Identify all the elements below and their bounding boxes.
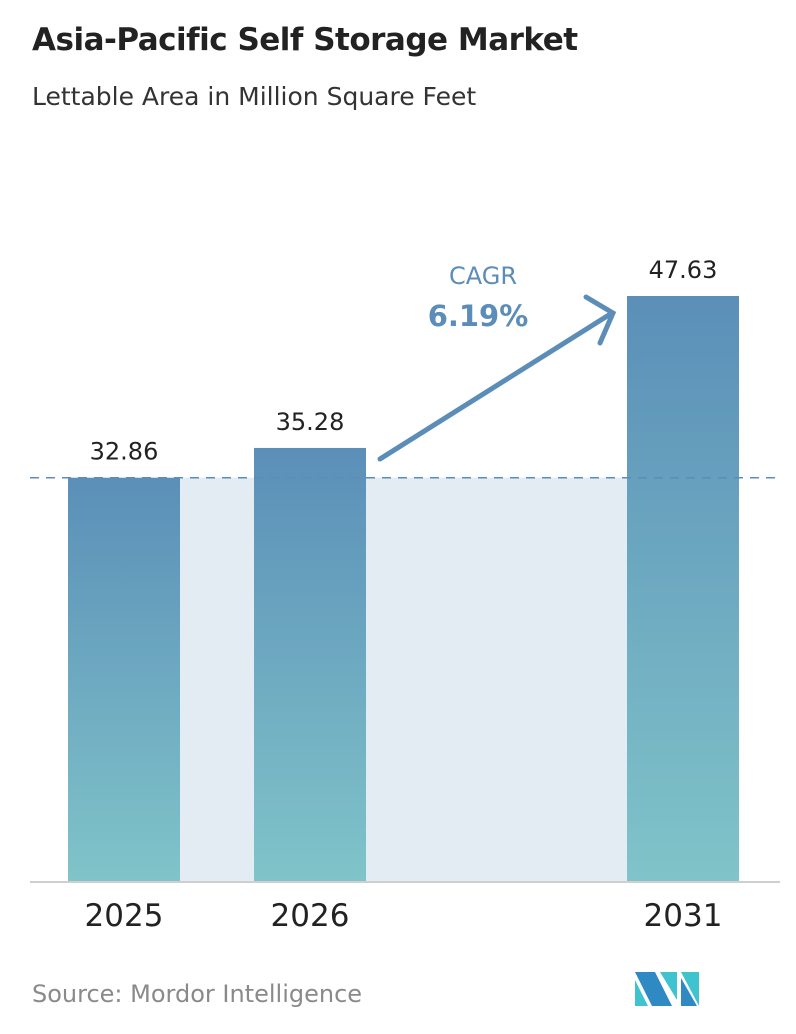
cagr-arrow	[377, 294, 617, 462]
baseline-shade	[180, 477, 627, 882]
x-tick-label-2025: 2025	[85, 898, 164, 934]
bar-2031	[627, 296, 739, 882]
value-label-2025: 32.86	[90, 438, 159, 466]
x-tick-label-2026: 2026	[271, 898, 350, 934]
chart-subtitle: Lettable Area in Million Square Feet	[32, 82, 477, 111]
chart-title: Asia-Pacific Self Storage Market	[32, 22, 578, 58]
x-tick-label-2031: 2031	[644, 898, 723, 934]
value-label-2031: 47.63	[649, 256, 718, 284]
cagr-value: 6.19%	[428, 299, 529, 333]
cagr-label: CAGR	[449, 262, 517, 290]
source-note: Source: Mordor Intelligence	[32, 980, 363, 1008]
bar-2026	[254, 447, 366, 882]
bar-2025	[68, 477, 180, 882]
value-label-2026: 35.28	[276, 408, 345, 436]
